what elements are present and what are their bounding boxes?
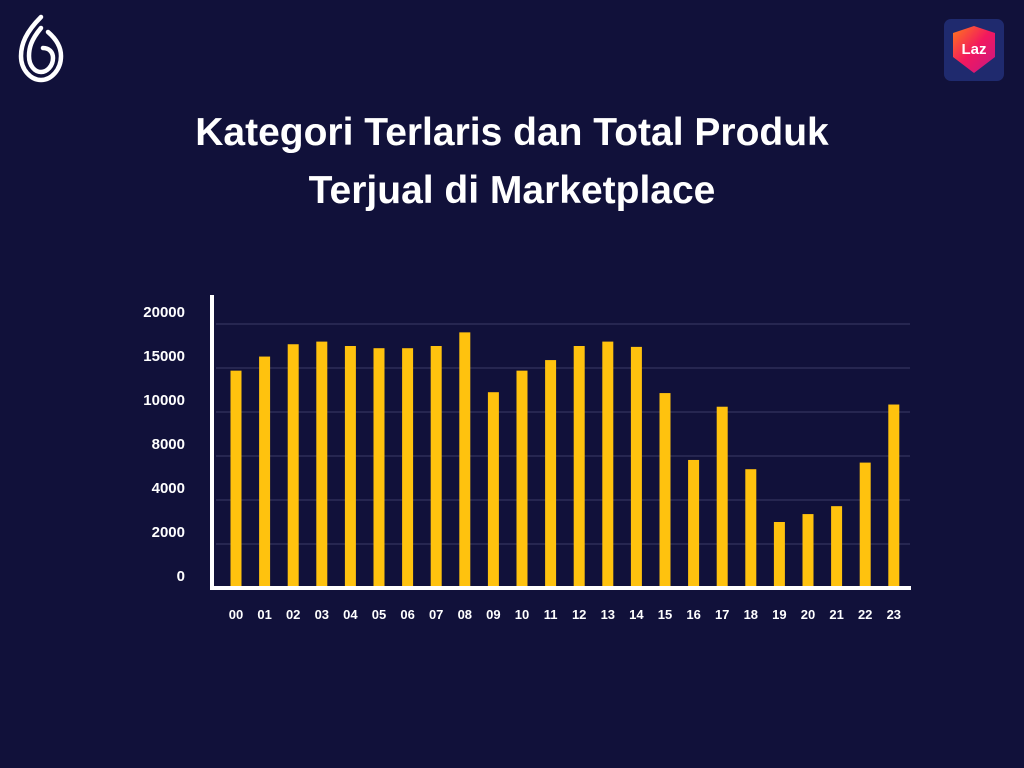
bar (745, 469, 757, 588)
x-tick-label: 13 (601, 607, 615, 622)
bar (373, 348, 385, 588)
x-tick-label: 01 (257, 607, 271, 622)
bar (430, 346, 442, 588)
x-tick-label: 02 (286, 607, 300, 622)
y-tick-label: 4000 (152, 480, 185, 497)
y-tick-label: 8000 (152, 436, 185, 453)
bar (630, 346, 642, 588)
x-tick-label: 00 (229, 607, 243, 622)
y-tick-label: 20000 (143, 304, 185, 321)
bar (516, 370, 528, 588)
bar (831, 506, 843, 588)
chart-title-line-2: Terjual di Marketplace (308, 169, 716, 212)
x-tick-label: 06 (400, 607, 414, 622)
x-tick-label: 09 (486, 607, 500, 622)
bar (659, 393, 671, 588)
bar (859, 462, 871, 588)
x-tick-label: 12 (572, 607, 586, 622)
y-tick-label: 2000 (152, 524, 185, 541)
y-tick-label: 0 (177, 568, 185, 585)
x-tick-label: 03 (315, 607, 329, 622)
bar (316, 341, 328, 588)
x-tick-label: 15 (658, 607, 672, 622)
x-tick-label: 22 (858, 607, 872, 622)
bar (230, 370, 242, 588)
bar (344, 346, 356, 588)
bar (716, 406, 728, 588)
x-tick-label: 11 (544, 607, 558, 622)
bar (545, 360, 557, 588)
bar (459, 332, 471, 588)
x-tick-label: 17 (715, 607, 729, 622)
bar (402, 348, 414, 588)
bar (487, 392, 499, 588)
x-tick-label: 10 (515, 607, 529, 622)
x-tick-label: 16 (686, 607, 700, 622)
bar (287, 344, 299, 588)
bar (688, 459, 700, 588)
x-tick-label: 14 (629, 607, 644, 622)
lazada-logo-text: Laz (961, 41, 986, 58)
x-tick-label: 19 (772, 607, 786, 622)
bar (573, 346, 585, 588)
x-tick-label: 21 (829, 607, 843, 622)
y-tick-label: 10000 (143, 392, 185, 409)
lazada-logo-icon: Laz (953, 26, 995, 73)
brand-leaf-logo-icon (18, 14, 64, 83)
bar (602, 341, 614, 588)
chart-title: Kategori Terlaris dan Total Produk Terju… (0, 104, 1024, 220)
bar-chart: 0 2000 4000 8000 10000 15000 20000 00 01 02 03 04 05… (143, 295, 911, 622)
y-tick-label: 15000 (143, 348, 185, 365)
x-tick-label: 20 (801, 607, 815, 622)
lazada-badge: Laz (944, 19, 1004, 81)
x-tick-label: 18 (744, 607, 758, 622)
bar (259, 356, 271, 588)
bar (773, 522, 785, 588)
x-tick-label: 23 (887, 607, 901, 622)
x-tick-label: 08 (458, 607, 472, 622)
x-tick-label: 07 (429, 607, 443, 622)
bar (802, 514, 814, 588)
chart-title-line-1: Kategori Terlaris dan Total Produk (195, 111, 829, 154)
x-tick-label: 05 (372, 607, 386, 622)
bar (888, 404, 900, 588)
x-tick-label: 04 (343, 607, 358, 622)
